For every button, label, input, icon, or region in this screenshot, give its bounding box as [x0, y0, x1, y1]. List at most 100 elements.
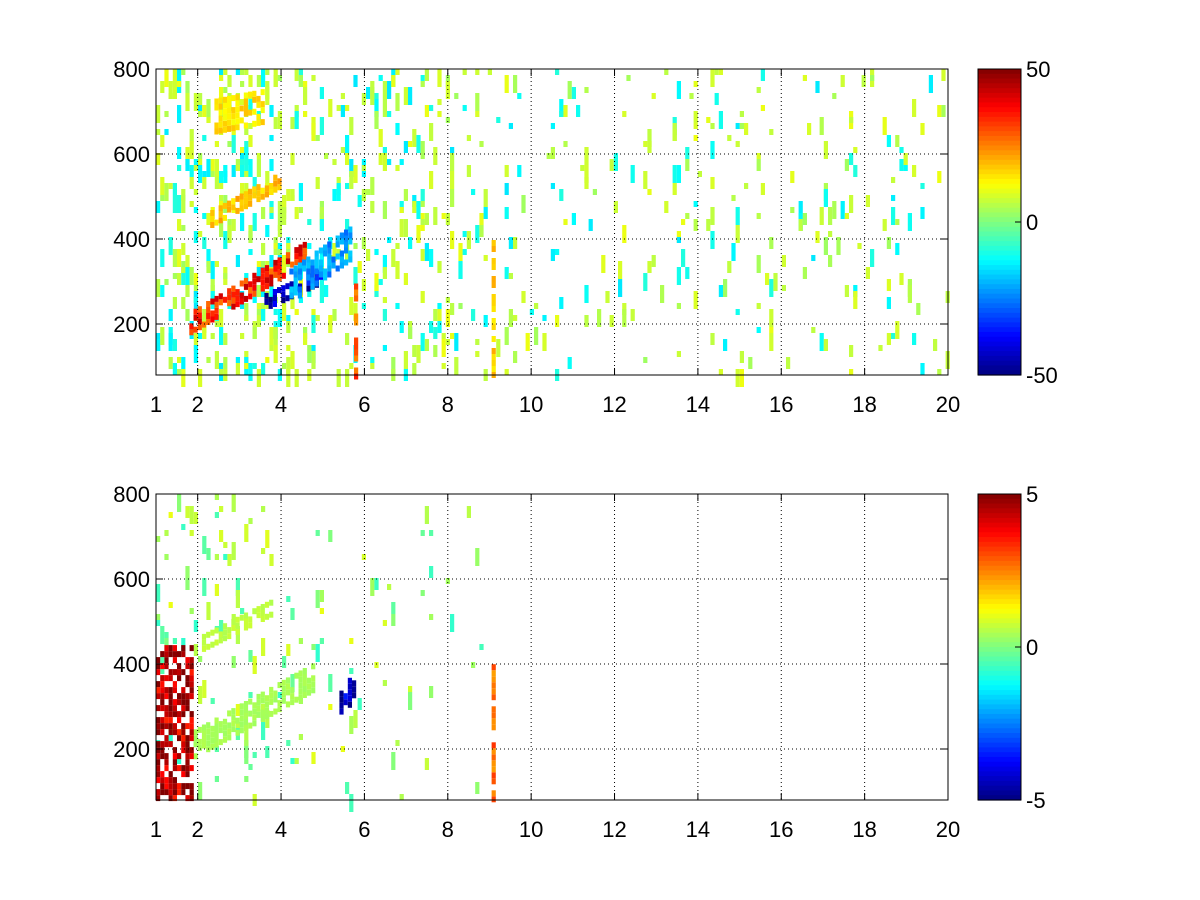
heatmap-cell	[429, 566, 434, 578]
heatmap-cell	[277, 263, 282, 270]
colorbar-segment	[978, 560, 1021, 567]
heatmap-cell	[181, 69, 186, 75]
heatmap-cell	[870, 249, 875, 267]
heatmap-cell	[643, 171, 648, 183]
heatmap-cell	[483, 315, 488, 327]
heatmap-cell	[218, 103, 223, 110]
heatmap-cell	[294, 696, 299, 703]
heatmap-cell	[282, 656, 287, 668]
heatmap-cell	[294, 253, 299, 260]
heatmap-cell	[294, 207, 299, 219]
heatmap-cell	[347, 689, 352, 696]
heatmap-cell	[332, 189, 337, 201]
heatmap-cell	[239, 298, 244, 305]
colorbar-segment	[978, 580, 1021, 586]
heatmap-cell	[912, 165, 917, 177]
heatmap-cell	[227, 101, 232, 108]
heatmap-cell	[156, 789, 161, 796]
colorbar-segment	[978, 116, 1021, 123]
heatmap-cell	[311, 351, 316, 369]
heatmap-cell	[491, 742, 496, 749]
heatmap-cell	[563, 219, 568, 225]
heatmap-cell	[941, 69, 946, 81]
colorbar-segment	[978, 556, 1021, 562]
colorbar-segment	[978, 498, 1021, 505]
heatmap-cell	[273, 271, 278, 278]
heatmap-cell	[231, 204, 236, 211]
heatmap-cell	[189, 129, 194, 141]
heatmap-cell	[643, 357, 648, 363]
heatmap-cell	[285, 683, 291, 690]
heatmap-cell	[294, 247, 299, 254]
heatmap-cell	[354, 373, 359, 380]
heatmap-cell	[177, 105, 182, 123]
heatmap-cell	[437, 99, 442, 105]
heatmap-cell	[260, 267, 265, 274]
colorbar-segment	[978, 107, 1021, 113]
heatmap-cell	[336, 183, 341, 201]
heatmap-cell	[354, 349, 359, 356]
heatmap-cell	[214, 494, 219, 500]
heatmap-cell	[210, 333, 215, 339]
heatmap-cell	[177, 758, 182, 764]
heatmap-cell	[328, 674, 333, 692]
heatmap-cell	[181, 735, 186, 742]
heatmap-cell	[521, 291, 526, 303]
heatmap-cell	[567, 357, 572, 369]
heatmap-cell	[243, 713, 249, 719]
heatmap-cell	[235, 357, 240, 363]
heatmap-cell	[243, 701, 249, 707]
heatmap-cell	[353, 165, 358, 183]
heatmap-cell	[256, 95, 261, 102]
heatmap-cell	[374, 249, 379, 255]
heatmap-cell	[218, 121, 223, 128]
heatmap-cell	[361, 189, 366, 201]
heatmap-cell	[269, 686, 274, 693]
heatmap-cell	[172, 651, 177, 658]
heatmap-cell	[424, 213, 429, 225]
colorbar-segment	[978, 537, 1021, 543]
heatmap-cell	[240, 333, 245, 339]
heatmap-cell	[735, 207, 740, 225]
heatmap-cell	[231, 303, 236, 310]
heatmap-cell	[306, 683, 312, 690]
heatmap-cell	[201, 321, 207, 328]
heatmap-cell	[315, 135, 320, 141]
heatmap-cell	[314, 256, 319, 263]
heatmap-cell	[298, 694, 303, 701]
heatmap-cell	[201, 724, 207, 731]
heatmap-cell	[769, 309, 774, 327]
heatmap-cell	[168, 717, 173, 724]
heatmap-cell	[201, 633, 207, 640]
heatmap-cell	[370, 363, 375, 369]
heatmap-cell	[861, 75, 866, 87]
heatmap-cell	[268, 296, 273, 303]
heatmap-cell	[420, 219, 425, 225]
heatmap-cell	[335, 253, 340, 260]
heatmap-cell	[462, 105, 467, 111]
heatmap-cell	[420, 249, 425, 261]
heatmap-cell	[475, 548, 480, 566]
heatmap-cell	[513, 237, 518, 249]
heatmap-cell	[823, 339, 828, 351]
heatmap-cell	[290, 693, 295, 700]
heatmap-cell	[685, 147, 690, 159]
heatmap-cell	[235, 289, 240, 296]
y-tick-label: 200	[113, 737, 150, 762]
heatmap-cell	[303, 81, 308, 87]
heatmap-cell	[412, 129, 417, 147]
heatmap-cell	[352, 692, 357, 699]
x-tick-label: 16	[769, 817, 793, 842]
heatmap-cell	[193, 189, 198, 195]
heatmap-cell	[899, 159, 904, 171]
heatmap-cell	[348, 238, 353, 245]
heatmap-cell	[466, 231, 471, 249]
heatmap-cell	[160, 693, 165, 700]
heatmap-cell	[206, 740, 211, 747]
heatmap-cell	[193, 308, 198, 315]
heatmap-cell	[231, 708, 236, 715]
heatmap-cell	[185, 309, 190, 321]
heatmap-cell	[412, 363, 417, 375]
heatmap-cell	[261, 722, 266, 740]
